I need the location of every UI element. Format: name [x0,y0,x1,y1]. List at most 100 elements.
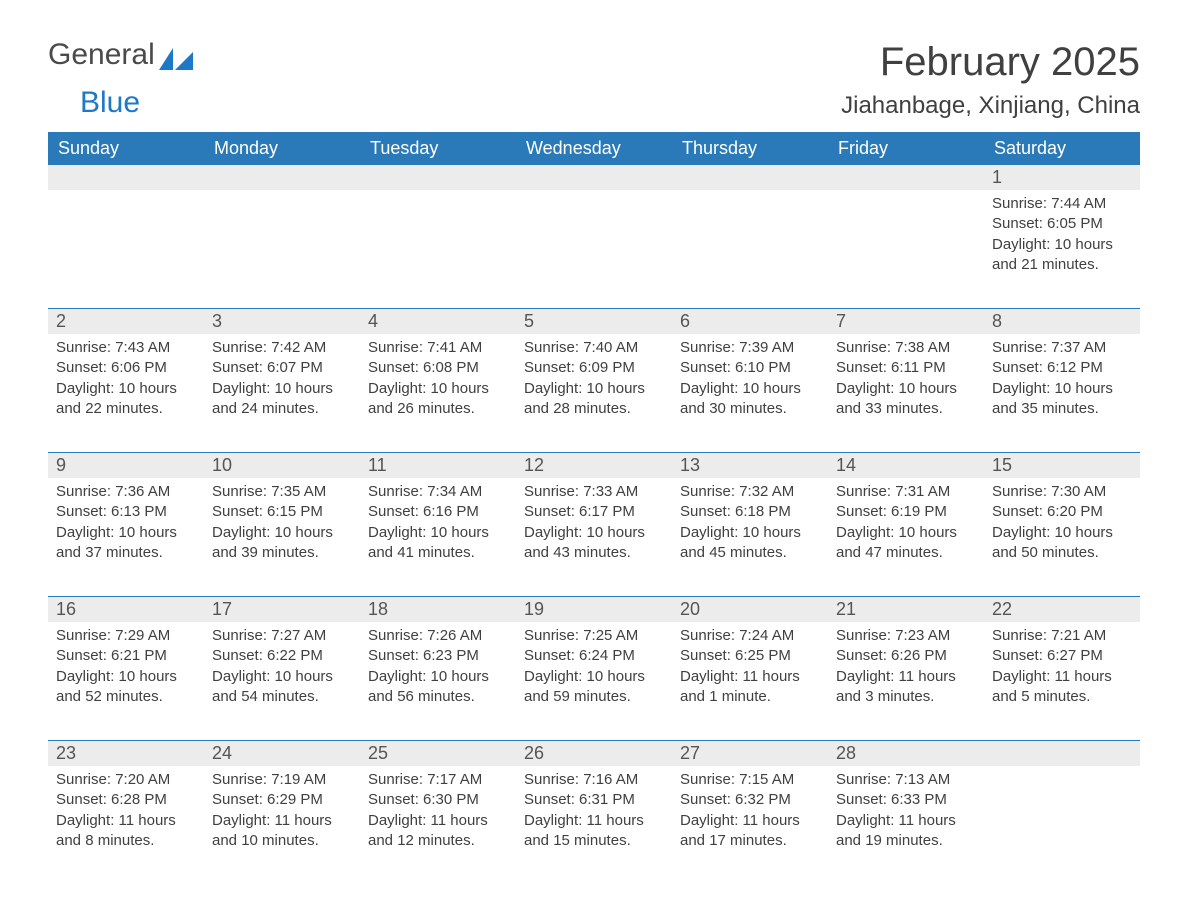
week-body: Sunrise: 7:20 AMSunset: 6:28 PMDaylight:… [48,766,1140,862]
week-body: Sunrise: 7:43 AMSunset: 6:06 PM Daylight:… [48,334,1140,430]
day-number [984,741,1140,766]
day-number: 10 [204,453,360,478]
day-cell: Sunrise: 7:24 AMSunset: 6:25 PMDaylight:… [672,622,828,718]
sunset-line: Sunset: 6:22 PM [212,646,352,666]
daylight-line: Daylight: 10 hours and 43 minutes. [524,523,664,564]
sunrise-line: Sunrise: 7:39 AM [680,338,820,358]
day-number: 11 [360,453,516,478]
day-number: 27 [672,741,828,766]
sunrise-line: Sunrise: 7:42 AM [212,338,352,358]
sail-icon [159,48,193,70]
sunrise-line: Sunrise: 7:24 AM [680,626,820,646]
sunset-line: Sunset: 6:21 PM [56,646,196,666]
week-body: Sunrise: 7:44 AMSunset: 6:05 PMDaylight:… [48,190,1140,286]
logo-text-block: General Blue [48,40,193,118]
daylight-line: Daylight: 10 hours and 37 minutes. [56,523,196,564]
sunrise-line: Sunrise: 7:38 AM [836,338,976,358]
week-body: Sunrise: 7:29 AMSunset: 6:21 PMDaylight:… [48,622,1140,718]
dayname-thursday: Thursday [672,132,828,165]
daynum-row: 1 [48,165,1140,190]
sunset-line: Sunset: 6:33 PM [836,790,976,810]
sunrise-line: Sunrise: 7:16 AM [524,770,664,790]
sunset-line: Sunset: 6:10 PM [680,358,820,378]
day-cell: Sunrise: 7:43 AMSunset: 6:06 PMDaylight:… [48,334,204,430]
logo-word2: Blue [80,88,193,118]
daylight-line: Daylight: 10 hours and 50 minutes. [992,523,1132,564]
day-cell: Sunrise: 7:26 AMSunset: 6:23 PMDaylight:… [360,622,516,718]
day-cell: Sunrise: 7:34 AMSunset: 6:16 PMDaylight:… [360,478,516,574]
day-cell [204,190,360,286]
daylight-line: Daylight: 10 hours and 28 minutes. [524,379,664,420]
sunset-line: Sunset: 6:17 PM [524,502,664,522]
sunrise-line: Sunrise: 7:35 AM [212,482,352,502]
title-block: February 2025 Jiahanbage, Xinjiang, Chin… [841,40,1140,120]
sunset-line: Sunset: 6:28 PM [56,790,196,810]
daylight-line: Daylight: 11 hours and 17 minutes. [680,811,820,852]
daylight-line: Daylight: 11 hours and 12 minutes. [368,811,508,852]
day-number [516,165,672,190]
day-cell [516,190,672,286]
daylight-line: Daylight: 10 hours and 47 minutes. [836,523,976,564]
day-number [828,165,984,190]
sunrise-line: Sunrise: 7:33 AM [524,482,664,502]
daylight-line: Daylight: 10 hours and 39 minutes. [212,523,352,564]
day-cell: Sunrise: 7:16 AMSunset: 6:31 PMDaylight:… [516,766,672,862]
day-number: 16 [48,597,204,622]
dayname-wednesday: Wednesday [516,132,672,165]
day-cell: Sunrise: 7:20 AMSunset: 6:28 PMDaylight:… [48,766,204,862]
day-number: 14 [828,453,984,478]
day-number: 3 [204,309,360,334]
sunset-line: Sunset: 6:06 PM [56,358,196,378]
day-number [672,165,828,190]
sunrise-line: Sunrise: 7:20 AM [56,770,196,790]
dayname-monday: Monday [204,132,360,165]
sunset-line: Sunset: 6:27 PM [992,646,1132,666]
sunset-line: Sunset: 6:18 PM [680,502,820,522]
daylight-line: Daylight: 11 hours and 19 minutes. [836,811,976,852]
daylight-line: Daylight: 10 hours and 52 minutes. [56,667,196,708]
day-cell: Sunrise: 7:15 AMSunset: 6:32 PMDaylight:… [672,766,828,862]
day-cell: Sunrise: 7:13 AMSunset: 6:33 PMDaylight:… [828,766,984,862]
daylight-line: Daylight: 11 hours and 8 minutes. [56,811,196,852]
daylight-line: Daylight: 11 hours and 1 minute. [680,667,820,708]
day-cell: Sunrise: 7:25 AMSunset: 6:24 PMDaylight:… [516,622,672,718]
day-cell: Sunrise: 7:19 AMSunset: 6:29 PMDaylight:… [204,766,360,862]
day-cell: Sunrise: 7:31 AMSunset: 6:19 PMDaylight:… [828,478,984,574]
calendar: SundayMondayTuesdayWednesdayThursdayFrid… [48,132,1140,862]
dayname-sunday: Sunday [48,132,204,165]
daylight-line: Daylight: 11 hours and 3 minutes. [836,667,976,708]
daylight-line: Daylight: 10 hours and 30 minutes. [680,379,820,420]
header: General Blue February 2025 Jiahanbage, X… [48,40,1140,120]
daylight-line: Daylight: 10 hours and 59 minutes. [524,667,664,708]
sunset-line: Sunset: 6:20 PM [992,502,1132,522]
sunset-line: Sunset: 6:23 PM [368,646,508,666]
sunset-line: Sunset: 6:29 PM [212,790,352,810]
day-number: 8 [984,309,1140,334]
day-cell [672,190,828,286]
day-number: 6 [672,309,828,334]
daylight-line: Daylight: 10 hours and 54 minutes. [212,667,352,708]
day-number: 13 [672,453,828,478]
day-cell: Sunrise: 7:38 AMSunset: 6:11 PMDaylight:… [828,334,984,430]
daylight-line: Daylight: 10 hours and 33 minutes. [836,379,976,420]
day-cell: Sunrise: 7:41 AMSunset: 6:08 PMDaylight:… [360,334,516,430]
sunrise-line: Sunrise: 7:21 AM [992,626,1132,646]
daynum-row: 2345678 [48,309,1140,334]
day-number: 15 [984,453,1140,478]
day-number: 26 [516,741,672,766]
month-title: February 2025 [841,40,1140,84]
sunset-line: Sunset: 6:16 PM [368,502,508,522]
sunrise-line: Sunrise: 7:43 AM [56,338,196,358]
sunset-line: Sunset: 6:32 PM [680,790,820,810]
day-number: 22 [984,597,1140,622]
sunrise-line: Sunrise: 7:36 AM [56,482,196,502]
day-number: 19 [516,597,672,622]
day-cell [48,190,204,286]
day-number: 23 [48,741,204,766]
day-cell: Sunrise: 7:29 AMSunset: 6:21 PMDaylight:… [48,622,204,718]
logo: General Blue [48,40,193,118]
day-cell [828,190,984,286]
sunrise-line: Sunrise: 7:29 AM [56,626,196,646]
day-cell: Sunrise: 7:33 AMSunset: 6:17 PMDaylight:… [516,478,672,574]
sunset-line: Sunset: 6:08 PM [368,358,508,378]
